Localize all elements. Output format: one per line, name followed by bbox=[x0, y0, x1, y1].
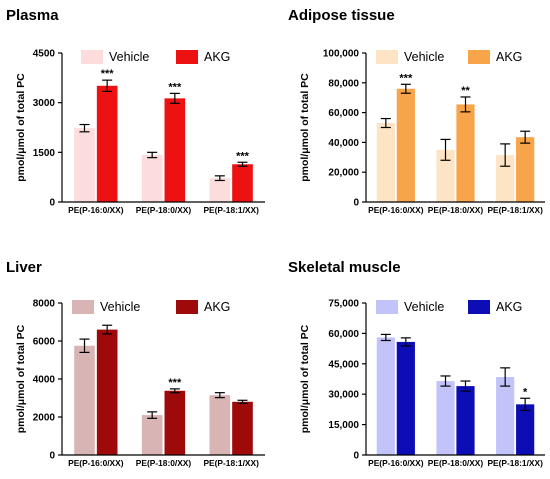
panel-2-legend-label-akg: AKG bbox=[496, 50, 522, 64]
panel-3-bar-vehicle-1 bbox=[74, 345, 95, 455]
panel-1-bar-akg-2 bbox=[164, 98, 186, 202]
panel-1-y-tick-label: 4500 bbox=[33, 49, 56, 60]
panel-2-bar-akg-1 bbox=[396, 88, 415, 202]
panel-4-y-tick-label: 0 bbox=[353, 451, 359, 462]
panel-4-bar-vehicle-3 bbox=[496, 376, 515, 455]
panel-3-legend-swatch-akg bbox=[176, 300, 198, 314]
panel-3-y-axis-label: pmol/μmol of total PC bbox=[15, 324, 27, 433]
panel-2-y-tick-label: 20,000 bbox=[328, 168, 359, 179]
panel-2-y-tick-label: 100,000 bbox=[323, 49, 360, 60]
panel-2-legend-swatch-vehicle bbox=[376, 50, 398, 64]
panel-1-bar-vehicle-1 bbox=[74, 128, 95, 202]
panel-1-bar-akg-1 bbox=[96, 85, 118, 202]
panel-4-legend-swatch-akg bbox=[468, 300, 490, 314]
panel-2-category-label: PE(P-18:1/XX) bbox=[487, 205, 543, 215]
panel-1-category-label: PE(P-16:0/XX) bbox=[68, 205, 124, 215]
panel-2-y-tick-label: 80,000 bbox=[328, 78, 359, 89]
panel-1-category-label: PE(P-18:0/XX) bbox=[136, 205, 192, 215]
panel-3-legend-label-vehicle: Vehicle bbox=[100, 300, 140, 314]
panel-3-y-tick-label: 6000 bbox=[33, 337, 56, 348]
panel-3-bar-vehicle-3 bbox=[209, 395, 231, 455]
panel-4-category-label: PE(P-18:1/XX) bbox=[487, 458, 543, 468]
panel-2-y-axis-label: pmol/μmol of total PC bbox=[299, 73, 311, 182]
panel-2-legend-swatch-akg bbox=[468, 50, 490, 64]
panel-1-legend-label-akg: AKG bbox=[204, 50, 230, 64]
panel-4-bar-akg-3 bbox=[516, 404, 535, 455]
panel-4-legend-label-vehicle: Vehicle bbox=[404, 300, 444, 314]
panel-4-bar-akg-1 bbox=[396, 341, 415, 455]
panel-2-bar-vehicle-1 bbox=[376, 123, 395, 202]
panel-1-y-tick-label: 0 bbox=[49, 198, 55, 209]
panel-3-bar-akg-3 bbox=[232, 401, 253, 455]
panel-3-bar-akg-2 bbox=[164, 390, 186, 455]
panel-2-bar-vehicle-2 bbox=[436, 149, 455, 202]
panel-3-legend-label-akg: AKG bbox=[204, 300, 230, 314]
panel-3-y-tick-label: 8000 bbox=[33, 299, 56, 310]
panel-1-significance-label: *** bbox=[236, 150, 250, 162]
panel-4-y-tick-label: 60,000 bbox=[328, 329, 359, 340]
panel-4-y-tick-label: 75,000 bbox=[328, 299, 359, 310]
panel-4-bar-vehicle-2 bbox=[436, 381, 455, 455]
panel-4-bar-akg-2 bbox=[456, 386, 475, 455]
panel-4-category-label: PE(P-16:0/XX) bbox=[368, 458, 424, 468]
panel-1-legend-label-vehicle: Vehicle bbox=[109, 50, 149, 64]
panel-2-bar-akg-2 bbox=[456, 104, 475, 202]
panel-4-y-tick-label: 15,000 bbox=[328, 420, 359, 431]
panel-4-title: Skeletal muscle bbox=[288, 259, 401, 276]
panel-1-title: Plasma bbox=[6, 7, 59, 24]
panel-3-significance-label: *** bbox=[168, 377, 182, 389]
panel-1-y-axis-label: pmol/μmol of total PC bbox=[15, 73, 27, 182]
panel-3-y-tick-label: 2000 bbox=[33, 413, 56, 424]
panel-2-y-tick-label: 40,000 bbox=[328, 138, 359, 149]
panel-3-y-tick-label: 4000 bbox=[33, 375, 56, 386]
panel-2-significance-label: ** bbox=[461, 85, 470, 97]
panel-4-legend-swatch-vehicle bbox=[376, 300, 398, 314]
panel-1-category-label: PE(P-18:1/XX) bbox=[203, 205, 259, 215]
panel-3-category-label: PE(P-18:1/XX) bbox=[203, 458, 259, 468]
panel-4-bar-vehicle-1 bbox=[376, 337, 395, 455]
panel-1-y-tick-label: 1500 bbox=[33, 148, 56, 159]
panel-3-y-tick-label: 0 bbox=[49, 451, 55, 462]
panel-2-y-tick-label: 0 bbox=[353, 198, 359, 209]
panel-2-category-label: PE(P-18:0/XX) bbox=[428, 205, 484, 215]
panel-1-significance-label: *** bbox=[101, 68, 115, 80]
panel-4-y-tick-label: 45,000 bbox=[328, 359, 359, 370]
panel-3-legend-swatch-vehicle bbox=[72, 300, 94, 314]
panel-2-bar-akg-3 bbox=[516, 137, 535, 202]
panel-2-category-label: PE(P-16:0/XX) bbox=[368, 205, 424, 215]
panel-1-legend-swatch-akg bbox=[176, 50, 198, 64]
panel-4-category-label: PE(P-18:0/XX) bbox=[428, 458, 484, 468]
panel-2-significance-label: *** bbox=[399, 72, 413, 84]
panel-4-y-tick-label: 30,000 bbox=[328, 390, 359, 401]
panel-1-bar-vehicle-3 bbox=[209, 178, 231, 202]
panel-3-category-label: PE(P-16:0/XX) bbox=[68, 458, 124, 468]
panel-2-legend-label-vehicle: Vehicle bbox=[404, 50, 444, 64]
panel-4-significance-label: * bbox=[523, 386, 528, 398]
panel-4-y-axis-label: pmol/μmol of total PC bbox=[299, 324, 311, 433]
panel-1-significance-label: *** bbox=[168, 81, 182, 93]
panel-3-category-label: PE(P-18:0/XX) bbox=[136, 458, 192, 468]
panel-2-y-tick-label: 60,000 bbox=[328, 108, 359, 119]
panel-4-legend-label-akg: AKG bbox=[496, 300, 522, 314]
panel-3-title: Liver bbox=[6, 259, 42, 276]
panel-1-bar-vehicle-2 bbox=[141, 154, 163, 202]
panel-1-y-tick-label: 3000 bbox=[33, 98, 56, 109]
panel-3-bar-vehicle-2 bbox=[141, 415, 163, 455]
panel-3-bar-akg-1 bbox=[96, 329, 118, 455]
panel-1-legend-swatch-vehicle bbox=[81, 50, 103, 64]
panel-2-title: Adipose tissue bbox=[288, 7, 395, 24]
panel-1-bar-akg-3 bbox=[232, 164, 253, 202]
